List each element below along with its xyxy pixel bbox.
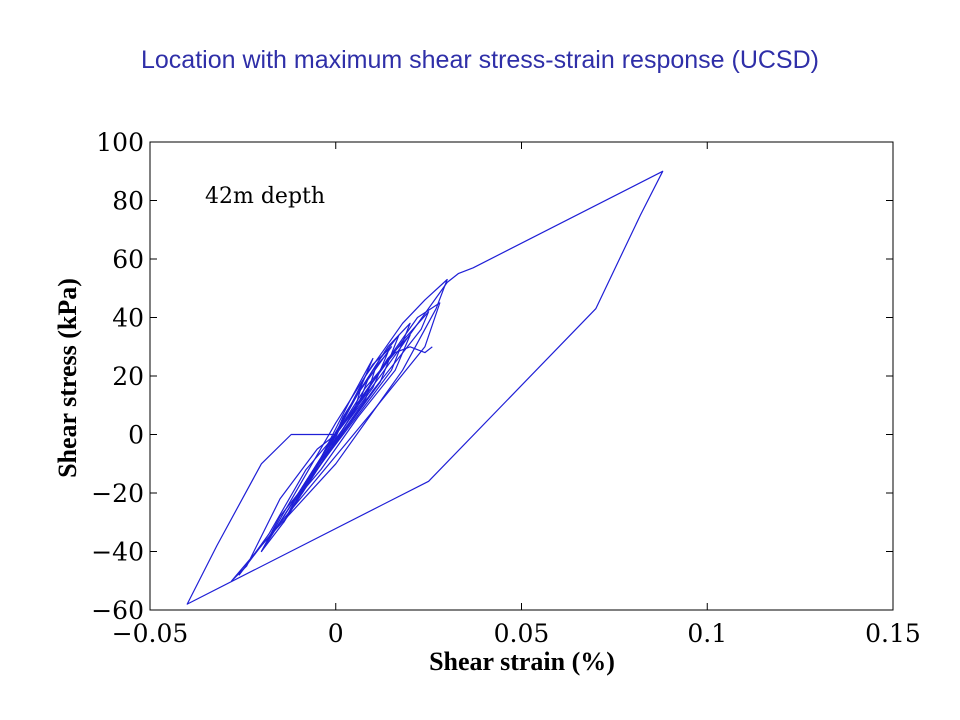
- slide-title: Location with maximum shear stress-strai…: [141, 46, 819, 74]
- hysteresis-curves: [186, 170, 664, 605]
- hysteresis-loop-2: [231, 278, 448, 582]
- x-tick-label: 0.15: [865, 619, 921, 648]
- y-tick-label: −60: [91, 596, 144, 625]
- x-tick-label: 0.1: [687, 619, 727, 648]
- y-tick-label: −40: [91, 538, 144, 567]
- plot-frame: [149, 141, 894, 611]
- hysteresis-loop-3: [238, 302, 441, 576]
- x-tick-label: 0: [328, 619, 344, 648]
- x-tick-label: 0.05: [494, 619, 550, 648]
- y-axis-ticks: −60 −40 −20 0 20 40 60 80 100: [91, 128, 893, 625]
- chart-annotation: 42m depth: [205, 184, 325, 209]
- y-tick-label: 80: [112, 187, 144, 216]
- y-tick-label: 20: [112, 362, 144, 391]
- y-tick-label: 0: [128, 421, 144, 450]
- y-tick-label: 40: [112, 304, 144, 333]
- y-tick-label: 60: [112, 245, 144, 274]
- x-axis-ticks: −0.05 0 0.05 0.1 0.15: [112, 142, 921, 648]
- x-axis-label: Shear strain (%): [429, 647, 615, 676]
- y-tick-label: 100: [96, 128, 144, 157]
- hysteresis-loop-12: [260, 346, 393, 552]
- y-axis-label: Shear stress (kPa): [53, 278, 82, 478]
- x-tick-label: −0.05: [112, 619, 189, 648]
- y-tick-label: −20: [91, 479, 144, 508]
- hysteresis-loop-14: [324, 346, 433, 453]
- plot-border: [149, 141, 894, 611]
- hysteresis-loop-13: [290, 334, 411, 506]
- hysteresis-loop-1: [186, 170, 664, 605]
